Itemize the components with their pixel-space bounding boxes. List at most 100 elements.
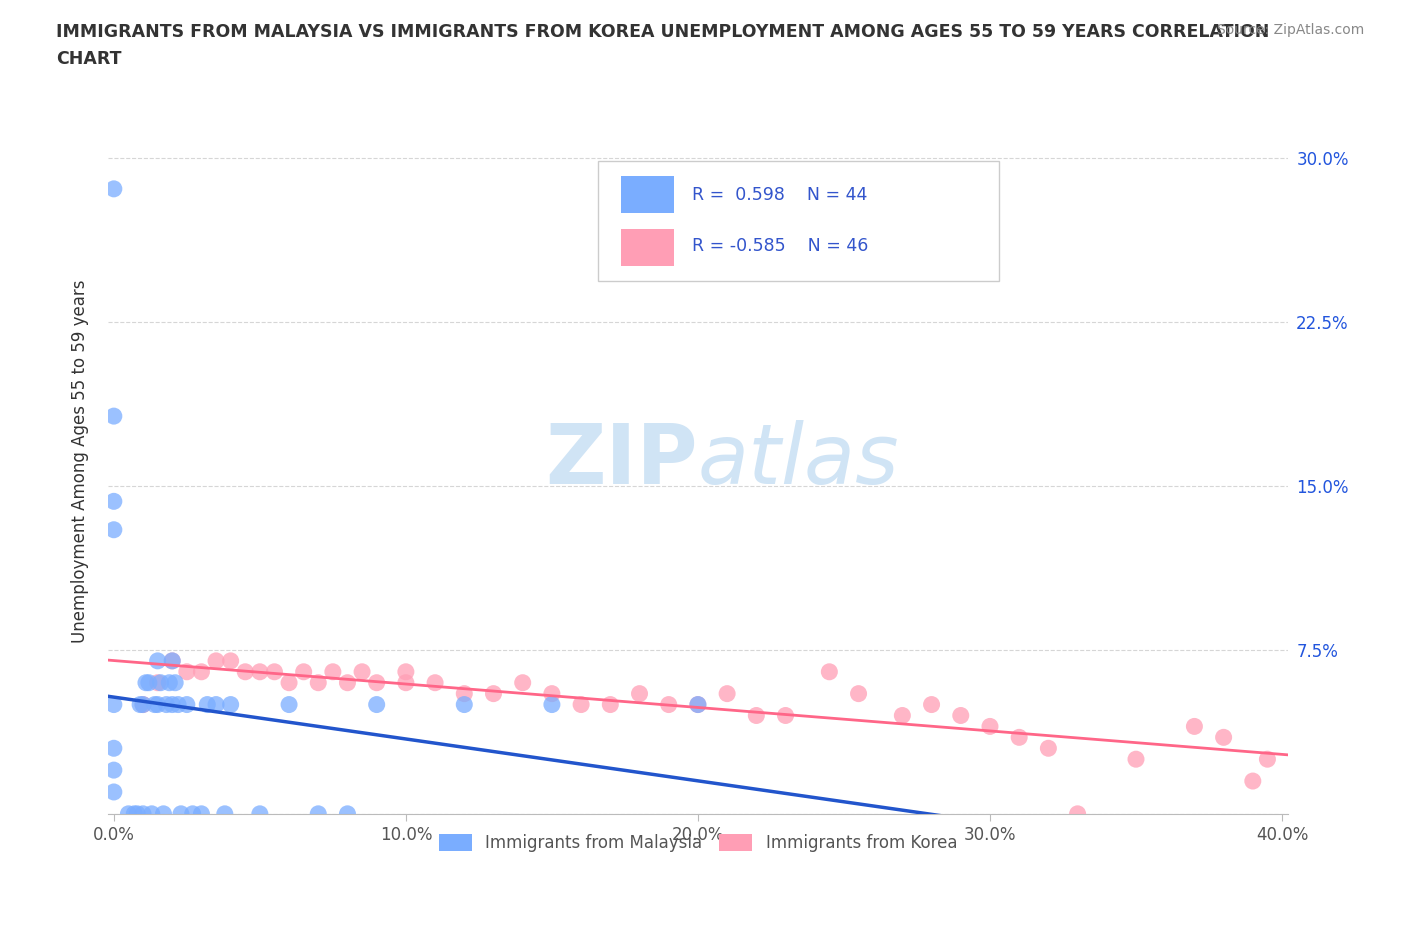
- Point: [155, 698, 177, 712]
- Point: [1008, 730, 1031, 745]
- Point: [195, 698, 218, 712]
- Point: [165, 675, 187, 690]
- Point: [1241, 774, 1264, 789]
- Point: [307, 806, 329, 821]
- Point: [1184, 719, 1206, 734]
- Point: [219, 698, 242, 712]
- Point: [103, 494, 125, 509]
- Point: [322, 664, 344, 679]
- Point: [686, 698, 709, 712]
- Text: IMMIGRANTS FROM MALAYSIA VS IMMIGRANTS FROM KOREA UNEMPLOYMENT AMONG AGES 55 TO : IMMIGRANTS FROM MALAYSIA VS IMMIGRANTS F…: [56, 23, 1270, 68]
- Point: [138, 675, 160, 690]
- Point: [307, 675, 329, 690]
- Point: [423, 675, 446, 690]
- Point: [336, 806, 359, 821]
- Point: [775, 708, 797, 723]
- Point: [176, 698, 198, 712]
- Point: [278, 698, 301, 712]
- Point: [541, 698, 564, 712]
- Point: [170, 806, 193, 821]
- Bar: [621, 176, 675, 213]
- Point: [658, 698, 681, 712]
- Text: atlas: atlas: [697, 420, 900, 501]
- Point: [214, 806, 236, 821]
- Point: [233, 664, 256, 679]
- Point: [716, 686, 738, 701]
- Point: [1212, 730, 1234, 745]
- Point: [366, 675, 388, 690]
- Point: [162, 698, 184, 712]
- Point: [117, 806, 139, 821]
- Point: [103, 181, 125, 196]
- Point: [146, 675, 169, 690]
- Text: Source: ZipAtlas.com: Source: ZipAtlas.com: [1216, 23, 1364, 37]
- Point: [103, 408, 125, 423]
- Point: [352, 664, 374, 679]
- Point: [124, 806, 146, 821]
- Point: [146, 698, 169, 712]
- Point: [143, 698, 166, 712]
- Text: ZIP: ZIP: [546, 420, 697, 501]
- Point: [1256, 751, 1278, 766]
- Point: [1038, 741, 1060, 756]
- Point: [949, 708, 972, 723]
- Point: [366, 698, 388, 712]
- Point: [162, 654, 184, 669]
- Point: [167, 698, 190, 712]
- Point: [103, 785, 125, 800]
- Point: [103, 763, 125, 777]
- Point: [541, 686, 564, 701]
- Point: [1125, 751, 1147, 766]
- Point: [891, 708, 914, 723]
- Point: [921, 698, 943, 712]
- Point: [103, 523, 125, 538]
- Point: [157, 675, 180, 690]
- Text: R =  0.598    N = 44: R = 0.598 N = 44: [692, 186, 868, 204]
- Point: [599, 698, 621, 712]
- Y-axis label: Unemployment Among Ages 55 to 59 years: Unemployment Among Ages 55 to 59 years: [72, 279, 89, 643]
- Point: [146, 654, 169, 669]
- Point: [453, 698, 475, 712]
- Point: [249, 806, 271, 821]
- Point: [141, 806, 163, 821]
- Point: [336, 675, 359, 690]
- Point: [1066, 806, 1088, 821]
- Point: [569, 698, 592, 712]
- Point: [205, 654, 228, 669]
- Text: R = -0.585    N = 46: R = -0.585 N = 46: [692, 237, 869, 256]
- Point: [127, 806, 149, 821]
- Point: [848, 686, 870, 701]
- Bar: [621, 229, 675, 266]
- Point: [249, 664, 271, 679]
- Legend: Immigrants from Malaysia, Immigrants from Korea: Immigrants from Malaysia, Immigrants fro…: [432, 827, 965, 858]
- Point: [745, 708, 768, 723]
- FancyBboxPatch shape: [598, 161, 998, 281]
- Point: [818, 664, 841, 679]
- Point: [132, 698, 155, 712]
- Point: [181, 806, 204, 821]
- Point: [482, 686, 505, 701]
- Point: [453, 686, 475, 701]
- Point: [205, 698, 228, 712]
- Point: [132, 698, 155, 712]
- Point: [278, 675, 301, 690]
- Point: [190, 806, 212, 821]
- Point: [512, 675, 534, 690]
- Point: [162, 654, 184, 669]
- Point: [395, 675, 418, 690]
- Point: [292, 664, 315, 679]
- Point: [103, 698, 125, 712]
- Point: [176, 664, 198, 679]
- Point: [263, 664, 285, 679]
- Point: [152, 806, 174, 821]
- Point: [219, 654, 242, 669]
- Point: [103, 741, 125, 756]
- Point: [132, 806, 155, 821]
- Point: [686, 698, 709, 712]
- Point: [628, 686, 651, 701]
- Point: [979, 719, 1001, 734]
- Point: [149, 675, 172, 690]
- Point: [190, 664, 212, 679]
- Point: [135, 675, 157, 690]
- Point: [395, 664, 418, 679]
